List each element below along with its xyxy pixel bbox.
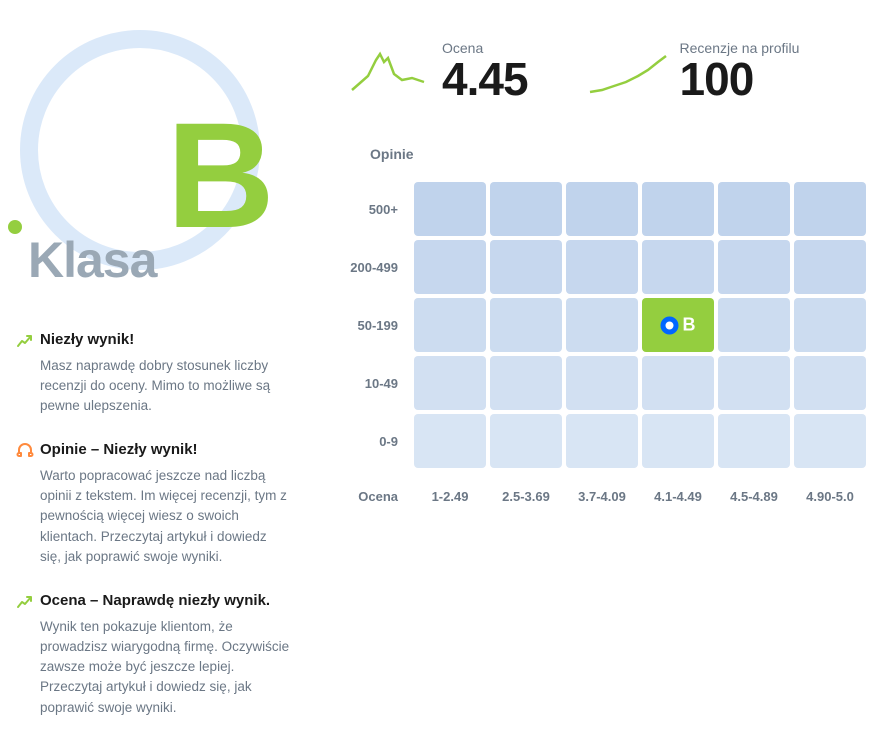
- heatmap-cell: [414, 356, 486, 410]
- marker-ring-icon: [661, 316, 679, 334]
- heatmap-cell: [718, 182, 790, 236]
- tip-title: Ocena – Naprawdę niezły wynik.: [40, 591, 290, 611]
- heatmap-cell: [642, 414, 714, 468]
- trend-up-icon: [16, 330, 40, 416]
- trend-up-icon: [16, 591, 40, 718]
- grade-label: Klasa: [28, 231, 156, 289]
- heatmap-cell: [566, 414, 638, 468]
- tip-title: Opinie – Niezły wynik!: [40, 440, 290, 460]
- sparkline-reviews: [588, 48, 668, 98]
- heatmap-cell: [490, 298, 562, 352]
- heatmap-cell: [414, 298, 486, 352]
- heatmap-cell: [490, 240, 562, 294]
- grade-dot: [8, 220, 22, 234]
- heatmap-marker: B: [661, 315, 696, 336]
- heatmap-col-label: 2.5-3.69: [490, 477, 562, 504]
- heatmap-cell: [414, 414, 486, 468]
- heatmap-col-label: 4.5-4.89: [718, 477, 790, 504]
- headphones-icon: [16, 440, 40, 567]
- heatmap-cell: [642, 182, 714, 236]
- heatmap-cell: [490, 356, 562, 410]
- heatmap-row-label: 200-499: [330, 260, 410, 275]
- tip-text: Masz naprawdę dobry stosunek liczby rece…: [40, 356, 290, 417]
- heatmap-row-label: 500+: [330, 202, 410, 217]
- heatmap-y-title: Opinie: [370, 146, 866, 162]
- tip-item: Ocena – Naprawdę niezły wynik. Wynik ten…: [16, 591, 300, 718]
- heatmap-row-label: 0-9: [330, 434, 410, 449]
- metric-rating: Ocena 4.45: [350, 40, 528, 106]
- heatmap-cell: [718, 240, 790, 294]
- heatmap-col-label: 4.90-5.0: [794, 477, 866, 504]
- heatmap-grid: 500+ 200-499 50-199 B 10-49 0-9 Ocena1-2.492.5…: [330, 182, 866, 508]
- heatmap-cell: [794, 240, 866, 294]
- grade-letter: B: [166, 115, 274, 235]
- heatmap-cell: [414, 240, 486, 294]
- heatmap-cell: [414, 182, 486, 236]
- heatmap-cell: [794, 182, 866, 236]
- metric-reviews-value: 100: [680, 52, 800, 106]
- heatmap-cell: [566, 240, 638, 294]
- sparkline-rating: [350, 48, 430, 98]
- heatmap-cell: [718, 298, 790, 352]
- tip-text: Warto popracować jeszcze nad liczbą opin…: [40, 466, 290, 567]
- tip-item: Opinie – Niezły wynik! Warto popracować …: [16, 440, 300, 567]
- heatmap-cell: B: [642, 298, 714, 352]
- heatmap-cell: [718, 414, 790, 468]
- heatmap-cell: [566, 356, 638, 410]
- heatmap-col-label: 3.7-4.09: [566, 477, 638, 504]
- heatmap-row-label: 10-49: [330, 376, 410, 391]
- heatmap-cell: [642, 356, 714, 410]
- metrics-row: Ocena 4.45 Recenzje na profilu 100: [350, 40, 866, 106]
- heatmap-col-label: 1-2.49: [414, 477, 486, 504]
- heatmap-cell: [794, 356, 866, 410]
- metric-reviews: Recenzje na profilu 100: [588, 40, 800, 106]
- heatmap-cell: [490, 182, 562, 236]
- heatmap-cell: [642, 240, 714, 294]
- tip-item: Niezły wynik! Masz naprawdę dobry stosun…: [16, 330, 300, 416]
- heatmap-cell: [718, 356, 790, 410]
- marker-letter: B: [683, 315, 696, 336]
- tip-text: Wynik ten pokazuje klientom, że prowadzi…: [40, 617, 290, 718]
- heatmap-col-label: 4.1-4.49: [642, 477, 714, 504]
- grade-badge: Klasa B: [20, 30, 260, 270]
- heatmap-cell: [794, 298, 866, 352]
- heatmap-row-label: 50-199: [330, 318, 410, 333]
- tip-title: Niezły wynik!: [40, 330, 290, 350]
- heatmap-cell: [490, 414, 562, 468]
- heatmap-cell: [566, 182, 638, 236]
- heatmap-cell: [794, 414, 866, 468]
- heatmap-x-title: Ocena: [330, 477, 410, 504]
- heatmap-cell: [566, 298, 638, 352]
- metric-rating-value: 4.45: [442, 52, 528, 106]
- tips-list: Niezły wynik! Masz naprawdę dobry stosun…: [10, 330, 300, 718]
